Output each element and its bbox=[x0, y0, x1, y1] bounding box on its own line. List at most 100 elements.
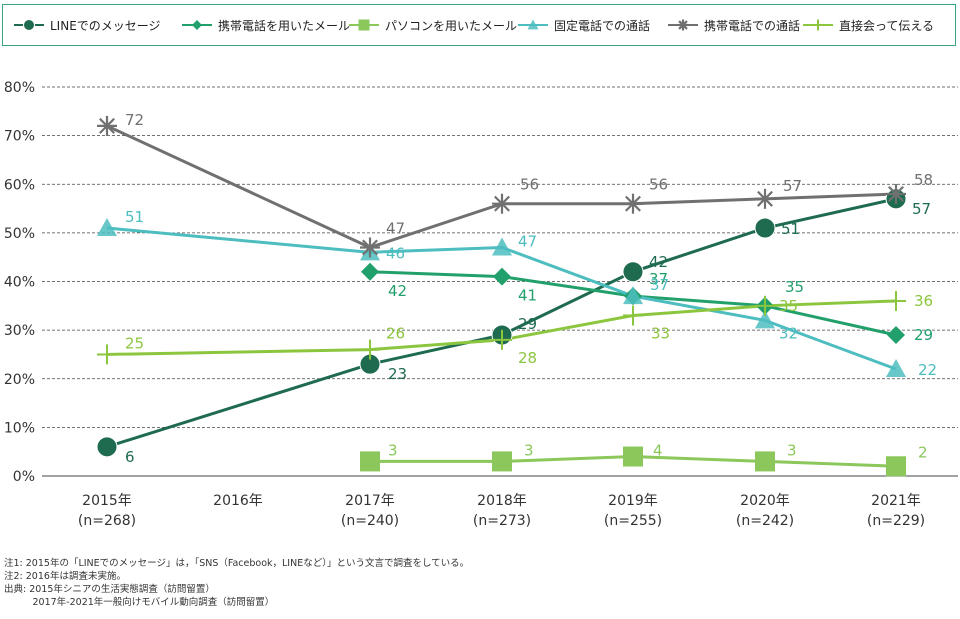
data-label: 35 bbox=[779, 297, 798, 315]
data-point bbox=[492, 237, 512, 256]
data-label: 4 bbox=[653, 442, 663, 460]
data-label: 6 bbox=[125, 448, 135, 466]
x-tick-label: 2020年 bbox=[740, 493, 790, 509]
note-2: 注2: 2016年は調査未実施。 bbox=[4, 571, 126, 582]
data-point bbox=[361, 262, 379, 281]
data-label: 56 bbox=[520, 176, 539, 194]
legend-marker bbox=[527, 19, 539, 30]
data-point bbox=[755, 451, 775, 472]
data-point bbox=[97, 218, 117, 237]
data-label: 23 bbox=[388, 365, 407, 383]
data-label: 47 bbox=[386, 219, 405, 237]
data-point bbox=[755, 295, 775, 316]
x-tick-label: (n=229) bbox=[867, 513, 925, 529]
data-point bbox=[492, 329, 512, 350]
x-tick-label: 2017年 bbox=[345, 493, 395, 509]
data-label: 42 bbox=[649, 253, 668, 271]
data-point bbox=[887, 325, 905, 344]
data-point bbox=[622, 261, 644, 283]
data-label: 3 bbox=[787, 441, 797, 459]
note-1: 注1: 2015年の「LINEでのメッセージ」は，「SNS（Facebook，L… bbox=[4, 558, 470, 569]
data-label: 29 bbox=[914, 326, 933, 344]
data-point bbox=[492, 193, 512, 214]
legend-marker bbox=[23, 19, 35, 31]
data-label: 37 bbox=[650, 276, 669, 294]
y-tick-label: 10% bbox=[4, 420, 35, 436]
data-label: 3 bbox=[524, 441, 534, 459]
data-label: 42 bbox=[388, 282, 407, 300]
data-label: 36 bbox=[914, 292, 933, 310]
legend-label: 直接会って伝える bbox=[839, 18, 934, 33]
data-point bbox=[886, 290, 906, 311]
note-source: 出典: 2015年シニアの生活実態調査（訪問留置） bbox=[4, 584, 215, 595]
x-tick-label: 2021年 bbox=[871, 493, 921, 509]
data-label: 56 bbox=[649, 176, 668, 194]
legend-marker bbox=[358, 19, 370, 31]
data-point bbox=[623, 446, 643, 467]
data-point bbox=[755, 188, 775, 209]
data-point bbox=[97, 115, 117, 136]
data-point bbox=[623, 193, 643, 214]
data-point bbox=[623, 305, 643, 326]
data-point bbox=[360, 451, 380, 472]
series-line bbox=[106, 299, 897, 356]
x-tick-label: (n=242) bbox=[736, 513, 794, 529]
data-label: 25 bbox=[125, 334, 144, 352]
y-tick-label: 20% bbox=[4, 372, 35, 388]
legend-label: 携帯電話での通話 bbox=[704, 18, 800, 33]
data-label: 51 bbox=[125, 208, 144, 226]
series-line bbox=[106, 124, 897, 250]
data-point bbox=[623, 286, 643, 305]
legend-marker bbox=[677, 19, 689, 31]
data-label: 46 bbox=[386, 244, 405, 262]
data-point bbox=[96, 436, 118, 458]
legend-label: LINEでのメッセージ bbox=[50, 19, 161, 33]
data-label: 3 bbox=[388, 441, 398, 459]
data-point bbox=[754, 217, 776, 239]
data-label: 33 bbox=[651, 325, 670, 343]
data-label: 28 bbox=[518, 349, 537, 367]
data-label: 41 bbox=[518, 287, 537, 305]
x-tick-label: 2019年 bbox=[608, 493, 658, 509]
data-label: 35 bbox=[785, 278, 804, 296]
data-point bbox=[97, 344, 117, 365]
legend-label: 携帯電話を用いたメール bbox=[218, 18, 350, 33]
data-label: 29 bbox=[518, 315, 537, 333]
data-label: 51 bbox=[781, 220, 800, 238]
data-point bbox=[886, 456, 906, 477]
data-point bbox=[360, 339, 380, 360]
legend-frame bbox=[2, 4, 956, 46]
data-label: 2 bbox=[918, 443, 928, 461]
y-tick-label: 0% bbox=[13, 469, 35, 485]
x-tick-label: 2016年 bbox=[213, 493, 263, 509]
data-label: 47 bbox=[518, 232, 537, 250]
series-line bbox=[106, 197, 897, 449]
y-tick-label: 60% bbox=[4, 177, 35, 193]
legend-marker bbox=[192, 20, 202, 30]
x-tick-label: (n=240) bbox=[341, 513, 399, 529]
data-label: 58 bbox=[914, 171, 933, 189]
data-label: 37 bbox=[649, 270, 668, 288]
legend-label: パソコンを用いたメール bbox=[385, 19, 517, 33]
x-tick-label: 2018年 bbox=[477, 493, 527, 509]
data-point bbox=[360, 237, 380, 258]
data-point bbox=[493, 267, 511, 286]
data-point bbox=[755, 310, 775, 329]
data-label: 26 bbox=[386, 325, 405, 343]
footnotes: 注1: 2015年の「LINEでのメッセージ」は，「SNS（Facebook，L… bbox=[4, 557, 469, 609]
legend-marker bbox=[812, 19, 824, 31]
x-tick-label: (n=273) bbox=[473, 513, 531, 529]
y-tick-label: 80% bbox=[4, 80, 35, 96]
data-point bbox=[492, 451, 512, 472]
y-tick-label: 70% bbox=[4, 129, 35, 145]
line-chart: 0% 10% 20% 30% 40% 50% 60% 70% 80% 2015年 (n=268) 20… bbox=[4, 18, 958, 529]
y-tick-label: 30% bbox=[4, 323, 35, 339]
y-tick-label: 40% bbox=[4, 275, 35, 291]
data-label: 22 bbox=[918, 361, 937, 379]
series-line bbox=[106, 226, 897, 371]
y-tick-label: 50% bbox=[4, 226, 35, 242]
data-label: 32 bbox=[779, 324, 798, 342]
note-source-cont: 2017年-2021年一般向けモバイル動向調査（訪問留置） bbox=[4, 597, 275, 608]
x-tick-label: 2015年 bbox=[82, 493, 132, 509]
data-point bbox=[886, 359, 906, 378]
